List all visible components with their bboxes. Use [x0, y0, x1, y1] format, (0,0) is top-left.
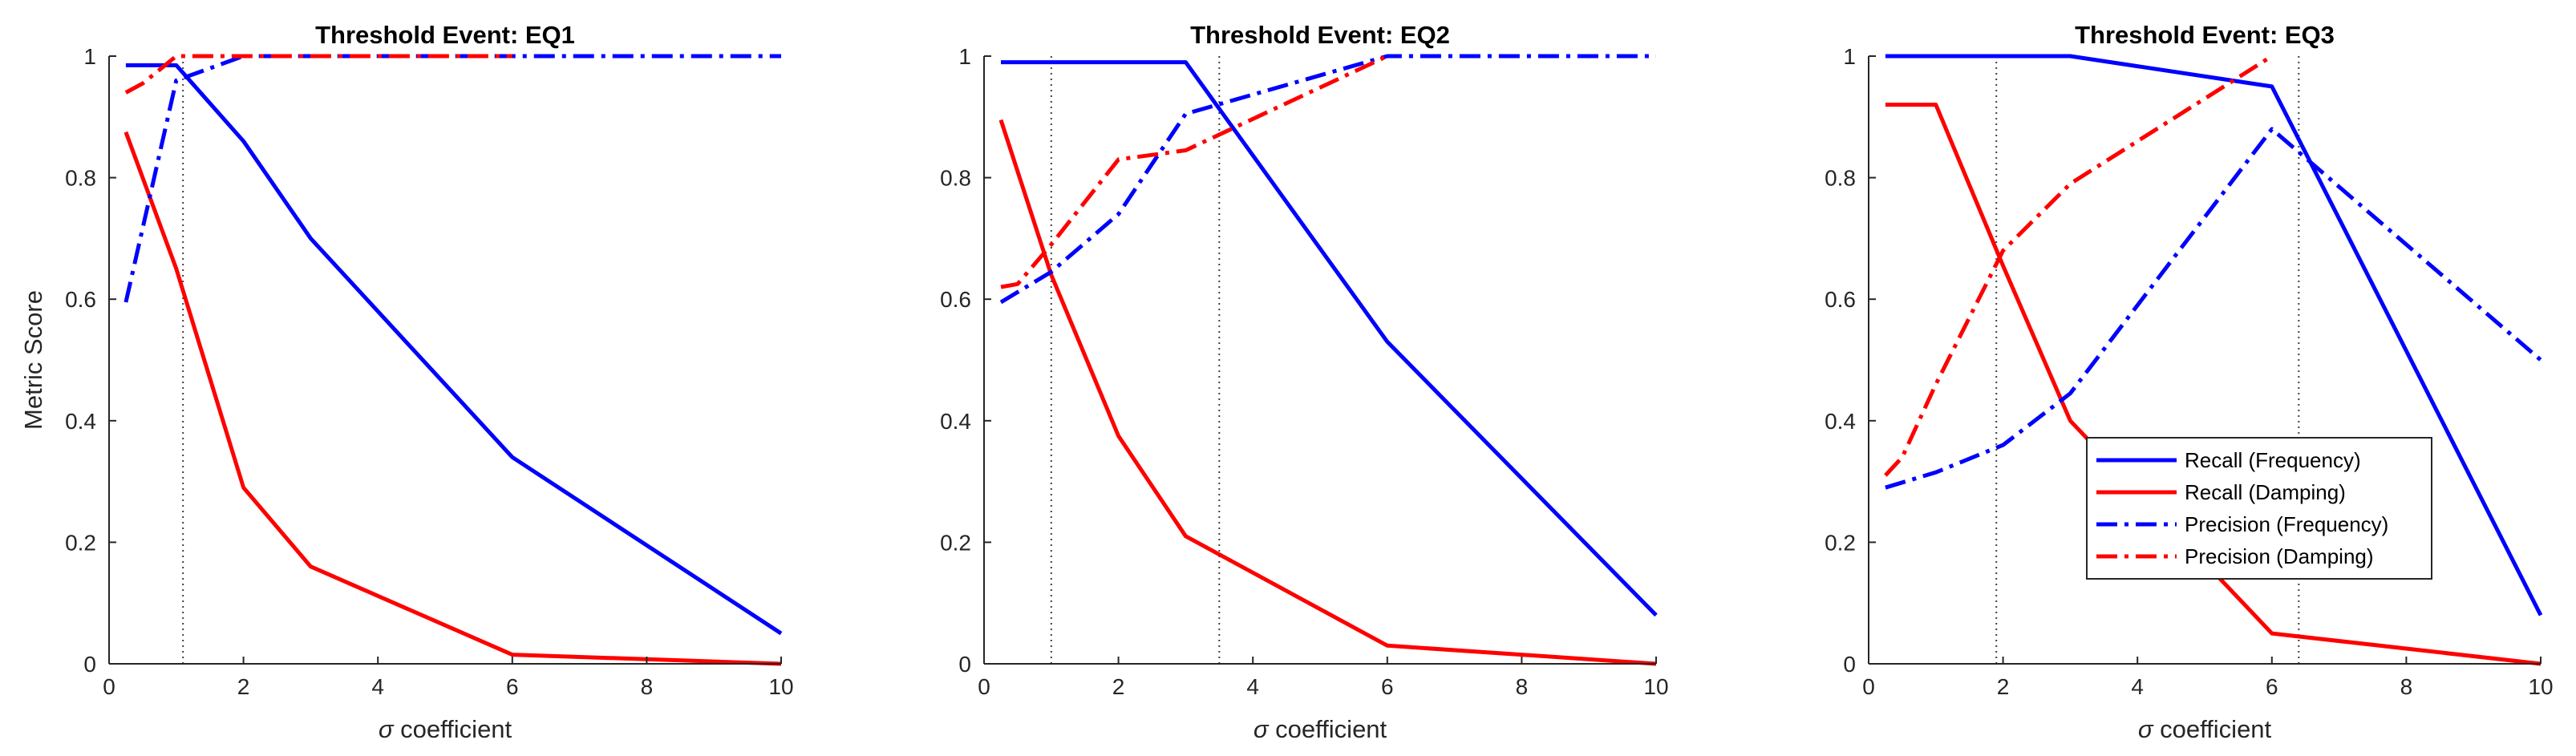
plot-area — [109, 56, 781, 664]
y-tick-label: 0.8 — [65, 166, 96, 191]
legend: Recall (Frequency) Recall (Damping) Precis… — [2086, 437, 2432, 580]
y-tick-label: 1 — [83, 44, 96, 69]
chart-title: Threshold Event: EQ1 — [315, 21, 575, 49]
chart-panel-1: Threshold Event: EQ1 0 2 4 6 8 10 0 0.2 0.4 0.6 0.8… — [19, 21, 794, 743]
x-tick-label: 0 — [103, 674, 115, 699]
y-tick-label: 1 — [958, 44, 971, 69]
x-tick-label: 2 — [1997, 674, 2010, 699]
y-tick-label: 0 — [83, 652, 96, 677]
y-tick-label: 0.8 — [940, 166, 971, 191]
y-tick-label: 1 — [1843, 44, 1856, 69]
y-tick-label: 0.2 — [940, 530, 971, 555]
series-line-precision-damping — [124, 54, 512, 95]
series-line-precision-damping — [1000, 54, 1388, 289]
x-tick-label: 0 — [1862, 674, 1875, 699]
series-line-precision-damping — [1884, 54, 2274, 477]
series-line-recall-frequency — [1001, 60, 1658, 617]
y-tick-label: 0 — [1843, 652, 1856, 677]
series-line-precision-frequency — [999, 54, 1656, 305]
y-tick-label: 0.4 — [1825, 409, 1856, 434]
legend-label: Recall (Frequency) — [2185, 448, 2361, 472]
x-tick-label: 8 — [1516, 674, 1529, 699]
series-line-recall-damping — [1885, 103, 2542, 666]
series-line-precision-frequency — [1885, 127, 2542, 490]
legend-label: Precision (Frequency) — [2185, 512, 2388, 536]
chart-title: Threshold Event: EQ3 — [2075, 21, 2335, 49]
x-axis-label-text: coefficient — [1269, 715, 1387, 743]
x-axis-label: σ coefficient — [1254, 715, 1387, 743]
series-line-recall-damping — [124, 131, 782, 666]
x-tick-label: 10 — [1643, 674, 1668, 699]
x-tick-label: 4 — [2131, 674, 2144, 699]
chart-title: Threshold Event: EQ2 — [1190, 21, 1450, 49]
x-tick-label: 2 — [237, 674, 250, 699]
y-tick-label: 0.2 — [1825, 530, 1856, 555]
series-line-recall-frequency — [1885, 54, 2543, 617]
x-tick-label: 4 — [1246, 674, 1259, 699]
sigma-symbol: σ — [2138, 715, 2154, 743]
x-tick-label: 10 — [2528, 674, 2553, 699]
y-tick-label: 0 — [958, 652, 971, 677]
x-tick-label: 8 — [641, 674, 654, 699]
x-axis-label: σ coefficient — [2138, 715, 2272, 743]
sigma-symbol: σ — [379, 715, 395, 743]
y-axis-label: Metric Score — [19, 290, 47, 430]
y-tick-label: 0.2 — [65, 530, 96, 555]
x-tick-label: 4 — [371, 674, 384, 699]
x-tick-label: 8 — [2400, 674, 2413, 699]
x-axis-label-text: coefficient — [394, 715, 512, 743]
y-tick-label: 0.6 — [1825, 287, 1856, 312]
y-tick-label: 0.4 — [940, 409, 971, 434]
series-line-recall-damping — [998, 119, 1657, 666]
legend-label: Precision (Damping) — [2185, 544, 2374, 568]
y-tick-label: 0.4 — [65, 409, 96, 434]
x-tick-label: 6 — [506, 674, 519, 699]
y-tick-label: 0.6 — [65, 287, 96, 312]
x-tick-label: 2 — [1112, 674, 1125, 699]
y-tick-label: 0.6 — [940, 287, 971, 312]
y-tick-label: 0.8 — [1825, 166, 1856, 191]
x-axis-label: σ coefficient — [379, 715, 512, 743]
x-tick-label: 6 — [2266, 674, 2278, 699]
chart-panel-3: Threshold Event: EQ3 0 2 4 6 8 10 0 0.2 0.4 0.6 0.8… — [1825, 21, 2554, 743]
chart-panel-2: Threshold Event: EQ2 0 2 4 6 8 10 0 0.2 0.4 0.6 0.8… — [940, 21, 1669, 743]
x-tick-label: 6 — [1381, 674, 1394, 699]
legend-label: Recall (Damping) — [2185, 480, 2346, 504]
plot-area — [984, 56, 1656, 664]
sigma-symbol: σ — [1254, 715, 1270, 743]
x-tick-label: 0 — [978, 674, 990, 699]
x-tick-label: 10 — [768, 674, 793, 699]
x-axis-label-text: coefficient — [2153, 715, 2272, 743]
